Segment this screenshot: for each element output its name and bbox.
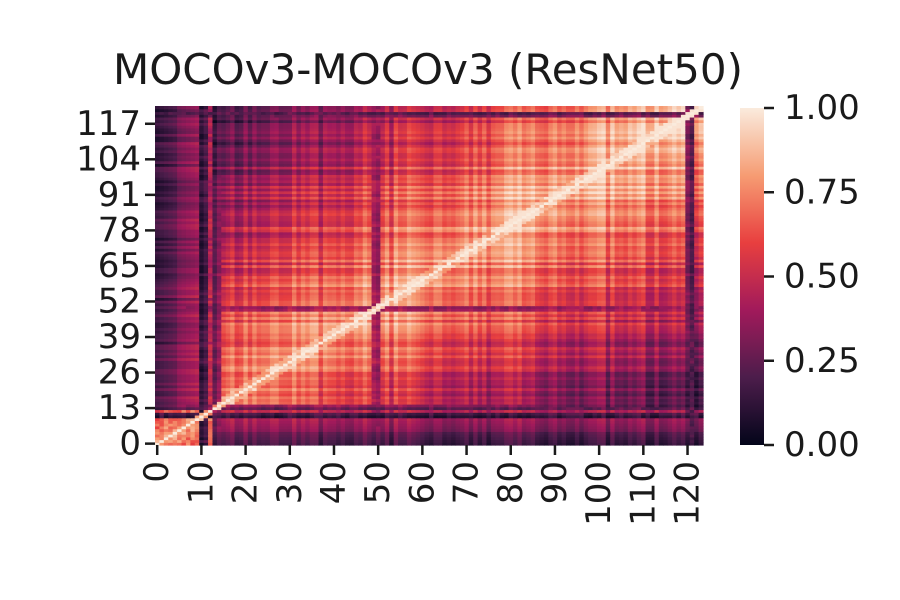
chart-title: MOCOv3-MOCOv3 (ResNet50) — [113, 45, 743, 94]
heatmap-matrix — [155, 106, 704, 446]
